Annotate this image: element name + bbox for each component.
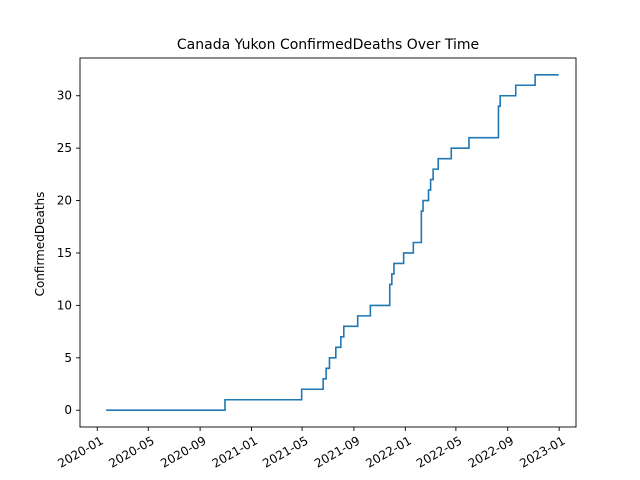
y-axis-label: ConfirmedDeaths <box>33 192 47 297</box>
chart-title: Canada Yukon ConfirmedDeaths Over Time <box>177 37 479 53</box>
y-tick-label: 30 <box>57 89 72 103</box>
y-tick-label: 25 <box>57 141 72 155</box>
y-tick-label: 15 <box>57 246 72 260</box>
axes-frame <box>79 57 577 428</box>
series-line-0 <box>106 73 559 412</box>
y-tick-label: 0 <box>64 403 72 417</box>
y-tick-label: 10 <box>57 298 72 312</box>
y-tick-label: 20 <box>57 194 72 208</box>
y-tick-label: 5 <box>64 351 72 365</box>
